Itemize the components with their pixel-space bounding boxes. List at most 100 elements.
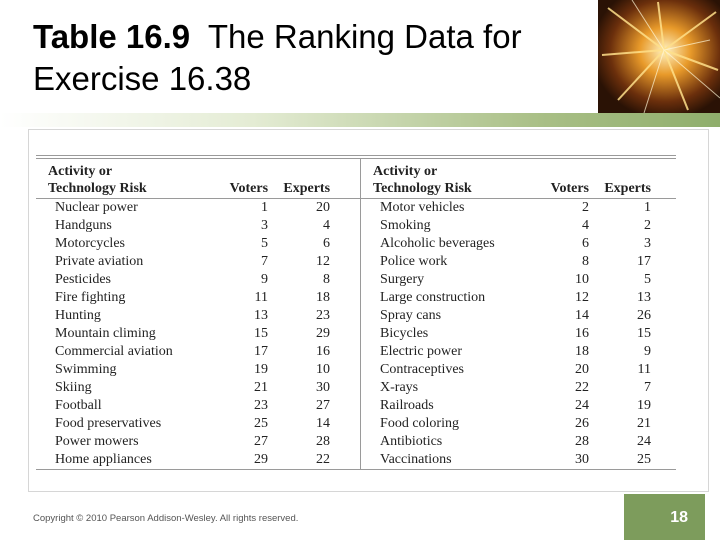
table-row: Food preservatives 25 14 Food coloring 26 21 — [36, 415, 676, 433]
voters-cell: 6 — [582, 236, 589, 251]
activity-cell: Handguns — [55, 218, 112, 233]
experts-cell: 20 — [316, 200, 331, 215]
experts-cell: 16 — [316, 344, 331, 359]
activity-cell: Vaccinations — [360, 451, 545, 470]
experts-cell: 29 — [316, 326, 331, 341]
voters-cell: 15 — [254, 326, 269, 341]
activity-cell: Commercial aviation — [55, 344, 173, 359]
title-line-2: Exercise 16.38 — [33, 60, 252, 97]
experts-cell: 30 — [316, 380, 331, 395]
experts-cell: 7 — [644, 380, 651, 395]
table-row: Mountain climing 15 29 Bicycles 16 15 — [36, 325, 676, 343]
ranking-table: Activity or Technology Risk Voters Exper… — [36, 155, 676, 470]
experts-cell: 18 — [316, 290, 331, 305]
voters-cell: 14 — [575, 308, 589, 323]
experts-cell: 3 — [644, 236, 651, 251]
table-row: Home appliances 29 22 Vaccinations 30 25 — [36, 451, 676, 470]
voters-cell: 21 — [254, 380, 269, 395]
table-row: Power mowers 27 28 Antibiotics 28 24 — [36, 433, 676, 451]
experts-cell: 9 — [644, 344, 651, 359]
experts-cell: 24 — [637, 434, 651, 449]
activity-cell: Bicycles — [360, 325, 545, 343]
activity-cell: Home appliances — [36, 451, 225, 470]
voters-cell: 26 — [575, 416, 589, 431]
experts-cell: 8 — [323, 272, 331, 287]
experts-cell: 21 — [637, 416, 651, 431]
header-gradient-bar — [0, 113, 720, 127]
experts-cell: 17 — [637, 254, 651, 269]
header-activity: Activity or Technology Risk — [48, 164, 147, 196]
experts-cell: 19 — [637, 398, 651, 413]
voters-cell: 10 — [575, 272, 589, 287]
activity-cell: Food coloring — [360, 415, 545, 433]
slide-title: Table 16.9 The Ranking Data for Exercise… — [33, 16, 593, 100]
voters-cell: 9 — [261, 272, 269, 287]
activity-cell: X-rays — [360, 379, 545, 397]
experts-cell: 12 — [316, 254, 331, 269]
experts-cell: 5 — [644, 272, 651, 287]
table-row: Football 23 27 Railroads 24 19 — [36, 397, 676, 415]
voters-cell: 4 — [582, 218, 589, 233]
table-row: Nuclear power 1 20 Motor vehicles 2 1 — [36, 198, 676, 217]
copyright-notice: Copyright © 2010 Pearson Addison-Wesley.… — [33, 513, 299, 524]
page-number: 18 — [670, 509, 688, 526]
voters-cell: 25 — [254, 416, 269, 431]
table-row: Skiing 21 30 X-rays 22 7 — [36, 379, 676, 397]
experts-cell: 6 — [323, 236, 331, 251]
header-experts-2: Experts — [604, 181, 651, 196]
voters-cell: 17 — [254, 344, 269, 359]
table-row: Hunting 13 23 Spray cans 14 26 — [36, 307, 676, 325]
activity-cell: Police work — [360, 253, 545, 271]
experts-cell: 4 — [323, 218, 331, 233]
activity-cell: Swimming — [55, 362, 117, 377]
activity-cell: Spray cans — [360, 307, 545, 325]
experts-cell: 26 — [637, 308, 651, 323]
voters-cell: 18 — [575, 344, 589, 359]
experts-cell: 15 — [637, 326, 651, 341]
voters-cell: 11 — [254, 290, 269, 305]
voters-cell: 12 — [575, 290, 589, 305]
activity-cell: Motor vehicles — [360, 198, 545, 217]
voters-cell: 5 — [261, 236, 269, 251]
table-body: Nuclear power 1 20 Motor vehicles 2 1 Handguns… — [36, 198, 676, 470]
activity-cell: Mountain climing — [55, 326, 156, 341]
experts-cell: 27 — [316, 398, 331, 413]
voters-cell: 1 — [261, 200, 269, 215]
activity-cell: Food preservatives — [55, 416, 162, 431]
voters-cell: 2 — [582, 200, 589, 215]
voters-cell: 19 — [254, 362, 269, 377]
voters-cell: 28 — [575, 434, 589, 449]
voters-cell: 7 — [261, 254, 269, 269]
table-number: Table 16.9 — [33, 18, 191, 55]
activity-cell: Football — [55, 398, 102, 413]
experts-cell: 13 — [637, 290, 651, 305]
experts-cell: 23 — [316, 308, 331, 323]
page-number-box: 18 — [624, 494, 705, 540]
activity-cell: Private aviation — [55, 254, 144, 269]
activity-cell: Motorcycles — [55, 236, 125, 251]
voters-cell: 27 — [254, 434, 269, 449]
voters-cell: 3 — [261, 218, 269, 233]
experts-cell: 10 — [316, 362, 331, 377]
header-voters: Voters — [229, 181, 269, 196]
activity-cell: Skiing — [55, 380, 92, 395]
activity-cell: Alcoholic beverages — [360, 235, 545, 253]
experts-cell: 14 — [316, 416, 331, 431]
table-row: Pesticides 9 8 Surgery 10 5 — [36, 271, 676, 289]
voters-cell: 22 — [575, 380, 589, 395]
header-experts: Experts — [283, 181, 331, 196]
activity-cell: Smoking — [360, 217, 545, 235]
experts-cell: 11 — [637, 362, 651, 377]
activity-cell: Railroads — [360, 397, 545, 415]
activity-cell: Hunting — [55, 308, 101, 323]
activity-cell: Pesticides — [55, 272, 111, 287]
activity-cell: Antibiotics — [360, 433, 545, 451]
table-row: Swimming 19 10 Contraceptives 20 11 — [36, 361, 676, 379]
table-header-row: Activity or Technology Risk Voters Exper… — [36, 157, 676, 199]
experts-cell: 25 — [597, 451, 676, 470]
voters-cell: 13 — [254, 308, 269, 323]
voters-cell: 29 — [224, 451, 277, 470]
experts-cell: 2 — [644, 218, 651, 233]
experts-cell: 28 — [316, 434, 331, 449]
voters-cell: 30 — [545, 451, 597, 470]
